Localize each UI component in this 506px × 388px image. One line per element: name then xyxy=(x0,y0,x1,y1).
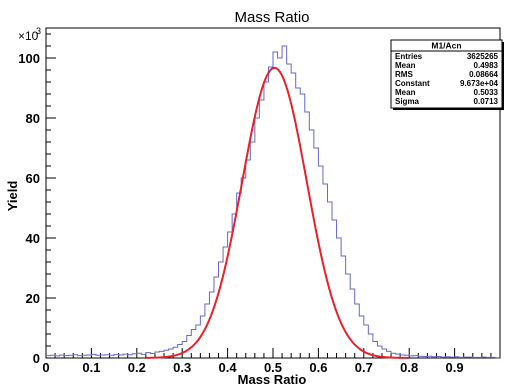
gaussian-fit xyxy=(145,66,409,359)
y-multiplier-exponent: 3 xyxy=(36,26,41,36)
x-tick-label: 0.8 xyxy=(400,360,418,375)
stats-row-label: Sigma xyxy=(395,97,420,106)
stats-row-value: 0.4983 xyxy=(474,61,499,70)
y-axis-ticks: 0 20 40 60 80 100 xyxy=(18,33,56,366)
stats-row-label: RMS xyxy=(395,70,413,79)
chart-title: Mass Ratio xyxy=(234,9,309,26)
y-tick-label: 40 xyxy=(26,231,40,246)
x-axis-ticks: 0 0.1 0.2 0.3 0.4 0.5 0.6 0.7 0.8 0.9 xyxy=(42,348,501,375)
y-tick-label: 0 xyxy=(33,351,40,366)
stats-box-title: M1/Acn xyxy=(431,41,461,51)
stats-row-label: Mean xyxy=(395,88,416,97)
stats-row-value: 9.673e+04 xyxy=(460,79,499,88)
y-multiplier: ×10 3 xyxy=(18,26,41,43)
fit-curve xyxy=(145,66,409,359)
y-axis-label: Yield xyxy=(5,181,20,212)
x-tick-label: 0 xyxy=(42,360,49,375)
x-tick-label: 0.4 xyxy=(219,360,238,375)
stats-row-label: Entries xyxy=(395,52,423,61)
x-tick-label: 0.3 xyxy=(173,360,191,375)
y-tick-label: 80 xyxy=(26,111,40,126)
x-tick-label: 0.9 xyxy=(446,360,464,375)
histogram xyxy=(46,45,500,359)
y-tick-label: 60 xyxy=(26,171,40,186)
histogram-bins xyxy=(46,45,500,359)
x-axis-label: Mass Ratio xyxy=(238,372,307,387)
stats-row-value: 3625265 xyxy=(467,52,499,61)
x-tick-label: 0.7 xyxy=(355,360,373,375)
x-tick-label: 0.2 xyxy=(128,360,146,375)
stats-box: M1/Acn Entries 3625265 Mean 0.4983 RMS 0.08664… xyxy=(390,39,504,110)
y-tick-label: 100 xyxy=(18,51,40,66)
stats-row-value: 0.5033 xyxy=(474,88,499,97)
stats-row-value: 0.0713 xyxy=(474,97,499,106)
x-tick-label: 0.5 xyxy=(264,360,282,375)
y-tick-label: 20 xyxy=(26,291,40,306)
x-tick-label: 0.6 xyxy=(309,360,327,375)
stats-row-value: 0.08664 xyxy=(469,70,498,79)
stats-row-label: Constant xyxy=(395,79,430,88)
x-tick-label: 0.1 xyxy=(82,360,100,375)
stats-row-label: Mean xyxy=(395,61,416,70)
y-multiplier-label: ×10 xyxy=(18,29,39,43)
